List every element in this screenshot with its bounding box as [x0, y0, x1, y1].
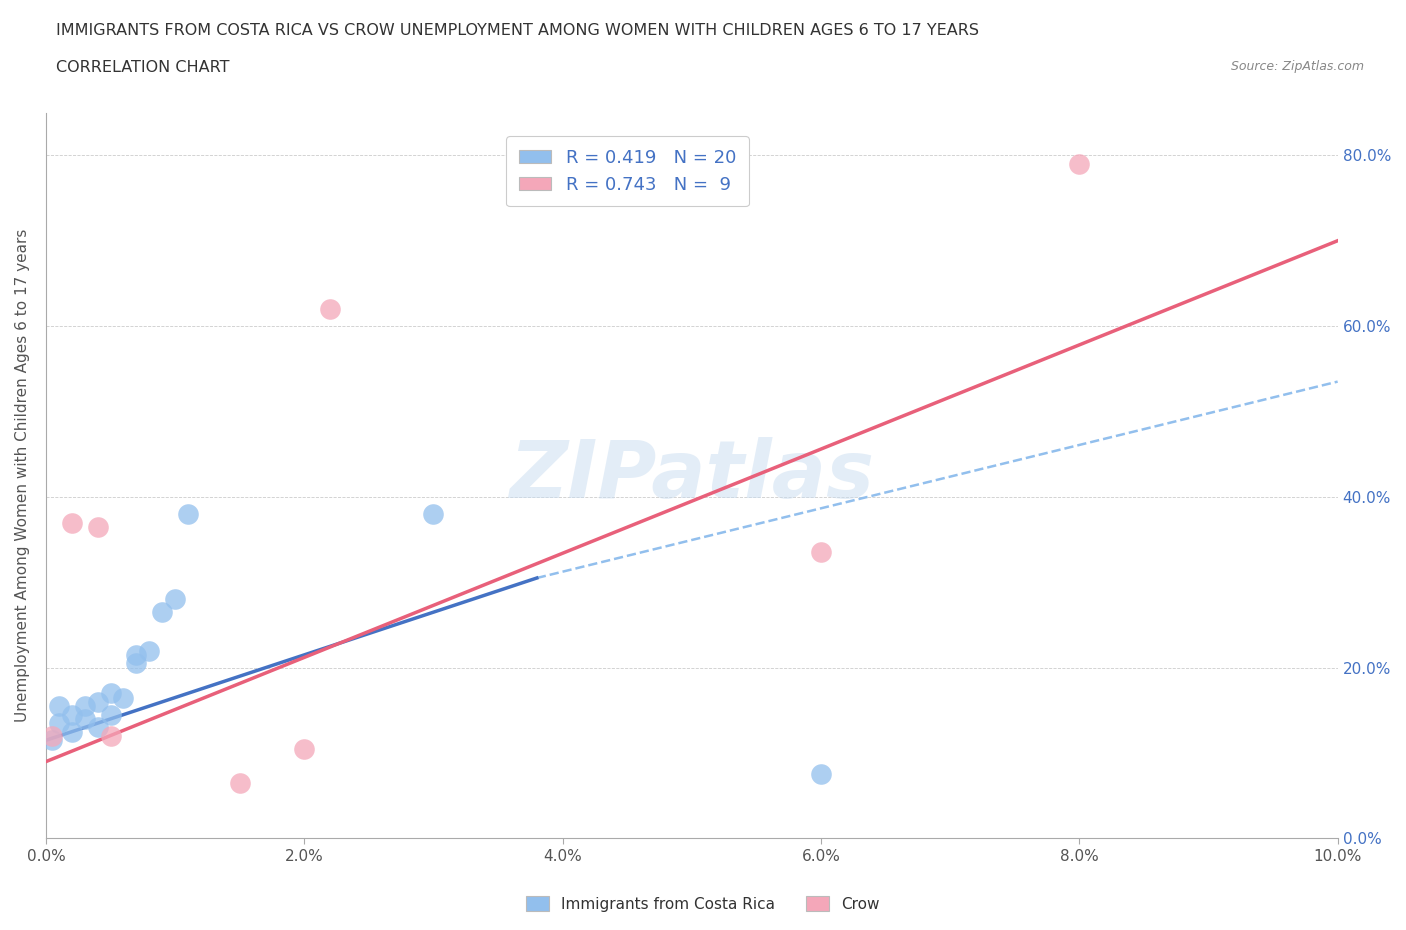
Text: IMMIGRANTS FROM COSTA RICA VS CROW UNEMPLOYMENT AMONG WOMEN WITH CHILDREN AGES 6: IMMIGRANTS FROM COSTA RICA VS CROW UNEMP… [56, 23, 979, 38]
Point [125, 647, 148, 662]
Point [125, 656, 148, 671]
Point [138, 644, 160, 658]
Point [292, 741, 315, 756]
Point [100, 728, 122, 743]
Point [60, 724, 83, 739]
Point [73, 698, 96, 713]
Legend: R = 0.419   N = 20, R = 0.743   N =  9: R = 0.419 N = 20, R = 0.743 N = 9 [506, 136, 748, 206]
Point [422, 507, 444, 522]
Point [100, 685, 122, 700]
Point [177, 507, 200, 522]
Point [48, 716, 70, 731]
Point [86, 695, 108, 710]
Point [112, 690, 135, 705]
Text: CORRELATION CHART: CORRELATION CHART [56, 60, 229, 75]
Legend: Immigrants from Costa Rica, Crow: Immigrants from Costa Rica, Crow [520, 889, 886, 918]
Point [60, 707, 83, 722]
Point [60, 515, 83, 530]
Point [228, 776, 250, 790]
Point [41, 728, 63, 743]
Point [810, 767, 832, 782]
Point [165, 591, 187, 606]
Point [86, 519, 108, 534]
Text: ZIPatlas: ZIPatlas [509, 436, 875, 514]
Point [1069, 156, 1091, 171]
Text: Source: ZipAtlas.com: Source: ZipAtlas.com [1230, 60, 1364, 73]
Point [48, 698, 70, 713]
Point [150, 604, 173, 619]
Point [319, 301, 342, 316]
Point [73, 711, 96, 726]
Point [100, 707, 122, 722]
Point [41, 733, 63, 748]
Y-axis label: Unemployment Among Women with Children Ages 6 to 17 years: Unemployment Among Women with Children A… [15, 229, 30, 723]
Point [86, 720, 108, 735]
Point [810, 545, 832, 560]
